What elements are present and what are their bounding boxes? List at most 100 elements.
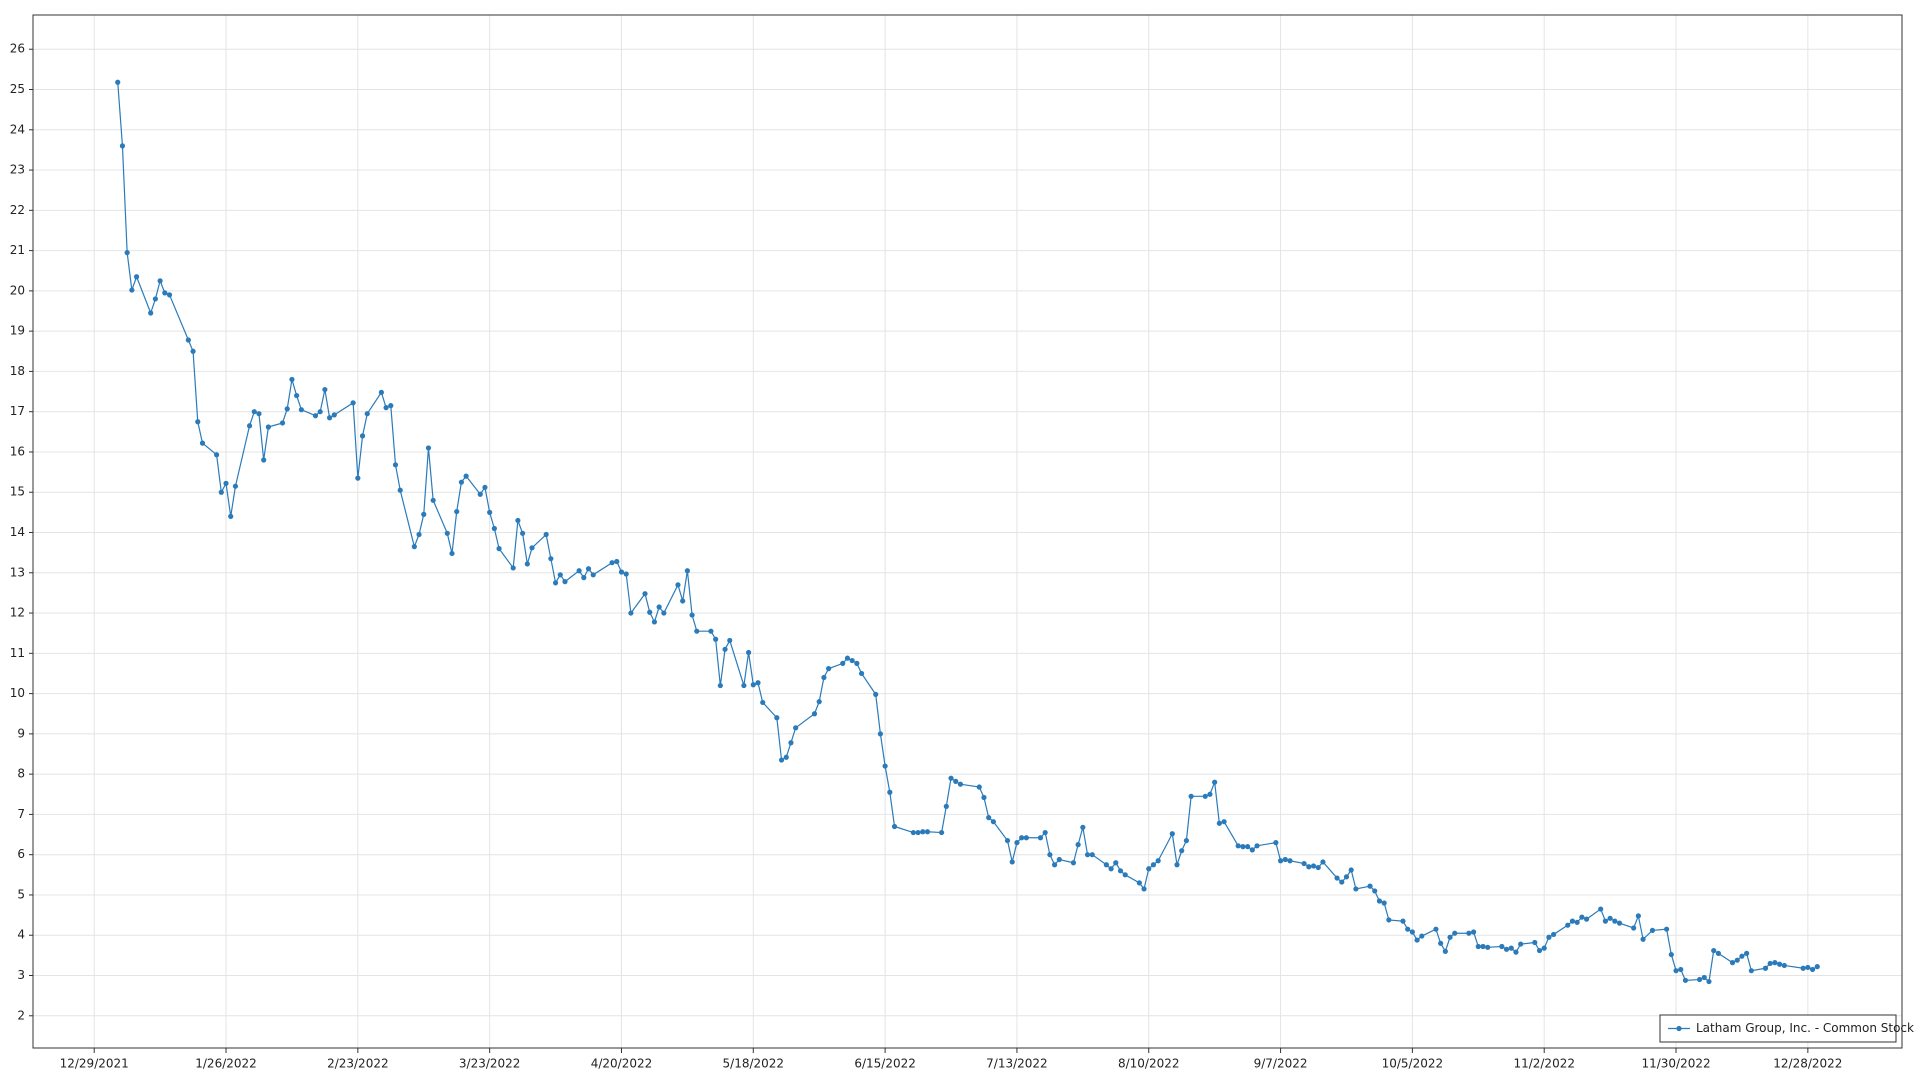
data-point — [877, 731, 884, 737]
data-point — [1254, 843, 1260, 849]
data-point — [1240, 844, 1246, 850]
x-tick-label: 1/26/2022 — [195, 1057, 257, 1071]
data-point — [849, 657, 855, 664]
data-point — [1343, 874, 1350, 880]
data-point — [1141, 886, 1147, 892]
data-point — [1409, 929, 1415, 935]
y-tick-label: 10 — [10, 686, 25, 700]
data-point — [858, 670, 865, 677]
data-point — [647, 609, 653, 615]
data-point — [520, 530, 526, 536]
data-point — [1419, 933, 1425, 939]
data-point — [1678, 966, 1684, 973]
data-point — [529, 545, 535, 551]
data-point — [312, 413, 319, 419]
data-point — [651, 619, 658, 625]
y-tick-label: 4 — [17, 928, 25, 942]
data-point — [1569, 918, 1576, 924]
data-point — [1400, 918, 1406, 924]
data-point — [1466, 930, 1472, 936]
data-point — [1070, 860, 1077, 866]
data-point — [557, 572, 563, 578]
data-point — [1405, 926, 1411, 932]
data-point — [713, 636, 719, 642]
data-point — [1287, 858, 1293, 864]
data-point — [1155, 858, 1161, 864]
data-point — [694, 628, 700, 634]
data-point — [840, 660, 846, 666]
data-point — [618, 569, 625, 575]
data-point — [656, 604, 662, 610]
data-point — [1047, 852, 1053, 858]
data-point — [458, 479, 465, 485]
data-point — [491, 525, 497, 532]
data-point — [939, 829, 945, 836]
data-point — [1551, 931, 1557, 938]
y-tick-label: 3 — [17, 968, 25, 982]
data-point — [463, 473, 469, 479]
data-point — [760, 699, 766, 706]
data-point — [133, 274, 140, 280]
data-point — [1245, 844, 1251, 850]
x-tick-label: 11/2/2022 — [1513, 1057, 1575, 1071]
data-point — [1475, 943, 1481, 950]
y-tick-label: 17 — [10, 404, 25, 418]
data-point — [1381, 900, 1387, 906]
data-point — [1315, 864, 1321, 871]
data-point — [355, 475, 361, 481]
data-point — [256, 411, 262, 417]
data-point — [1805, 964, 1811, 971]
data-point — [162, 290, 168, 296]
x-tick-label: 10/5/2022 — [1382, 1057, 1444, 1071]
data-point — [477, 491, 483, 497]
data-point — [774, 715, 780, 721]
data-point — [515, 517, 521, 524]
x-tick-label: 3/23/2022 — [459, 1057, 521, 1071]
data-point — [195, 419, 201, 425]
data-point — [948, 775, 954, 781]
data-point — [496, 546, 502, 552]
data-point — [920, 829, 926, 835]
data-point — [1136, 880, 1142, 886]
data-point — [1541, 945, 1547, 951]
data-point — [1772, 960, 1778, 966]
y-tick-label: 11 — [10, 646, 25, 660]
data-point — [1367, 883, 1373, 889]
data-point — [1249, 847, 1255, 853]
data-point — [783, 754, 789, 760]
y-tick-label: 15 — [10, 485, 25, 499]
data-point — [510, 565, 516, 571]
data-point — [1565, 922, 1571, 928]
data-point — [891, 823, 898, 830]
data-point — [614, 558, 620, 565]
data-point — [454, 508, 460, 515]
data-point — [689, 612, 695, 618]
data-point — [1470, 929, 1477, 935]
y-tick-label: 5 — [17, 887, 25, 901]
data-point — [1513, 949, 1519, 955]
data-point — [816, 699, 822, 705]
x-tick-label: 9/7/2022 — [1254, 1057, 1308, 1071]
data-point — [322, 386, 328, 393]
data-point — [1480, 943, 1486, 950]
legend-label: Latham Group, Inc. - Common Stock — [1696, 1021, 1914, 1035]
y-tick-label: 22 — [10, 203, 25, 217]
data-point — [228, 513, 234, 519]
data-point — [1014, 840, 1020, 846]
x-tick-label: 7/13/2022 — [986, 1057, 1048, 1071]
data-point — [449, 550, 455, 557]
data-point — [1433, 926, 1439, 932]
data-point — [990, 819, 996, 825]
data-point — [1711, 947, 1717, 954]
data-point — [1616, 920, 1623, 926]
data-point — [1306, 864, 1312, 870]
data-point — [284, 406, 290, 412]
y-tick-label: 25 — [10, 82, 25, 96]
data-point — [1748, 968, 1754, 974]
data-point — [1664, 926, 1670, 932]
data-point — [1277, 858, 1284, 864]
data-point — [1739, 953, 1745, 959]
data-point — [1023, 835, 1029, 841]
data-point — [873, 691, 879, 698]
